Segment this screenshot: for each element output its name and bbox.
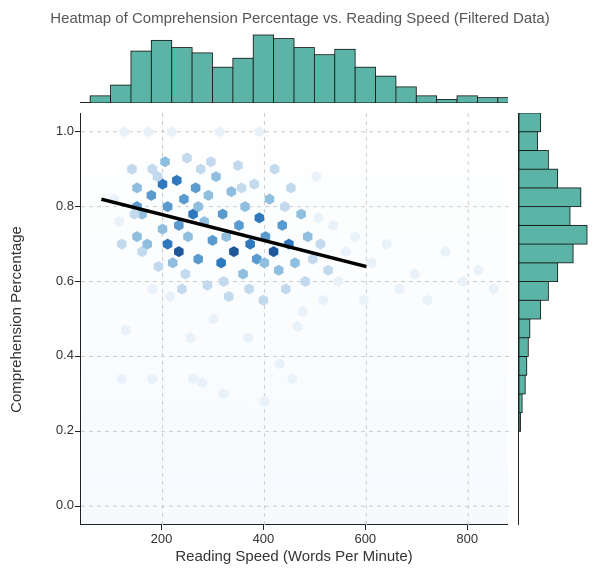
y-tick-label: 0.0: [42, 497, 74, 512]
x-tick-label: 800: [452, 531, 482, 546]
top-marginal-histogram: [80, 33, 508, 103]
right-histogram-svg: [519, 113, 589, 525]
x-axis-label: Reading Speed (Words Per Minute): [80, 548, 508, 565]
y-tick-label: 0.4: [42, 347, 74, 362]
x-tick-label: 600: [350, 531, 380, 546]
y-tick-label: 0.8: [42, 198, 74, 213]
jointplot-figure: Heatmap of Comprehension Percentage vs. …: [0, 0, 600, 579]
x-tick-label: 200: [147, 531, 177, 546]
chart-title: Heatmap of Comprehension Percentage vs. …: [0, 10, 600, 27]
y-tick-label: 0.6: [42, 273, 74, 288]
y-tick-label: 0.2: [42, 422, 74, 437]
right-marginal-histogram: [518, 113, 588, 525]
main-hexbin-svg: [81, 113, 509, 525]
x-tick-label: 400: [248, 531, 278, 546]
y-axis-label: Comprehension Percentage: [4, 113, 28, 525]
y-axis-label-text: Comprehension Percentage: [8, 226, 25, 413]
top-histogram-svg: [80, 33, 508, 103]
y-tick-label: 1.0: [42, 123, 74, 138]
main-hexbin-plot: [80, 113, 508, 525]
